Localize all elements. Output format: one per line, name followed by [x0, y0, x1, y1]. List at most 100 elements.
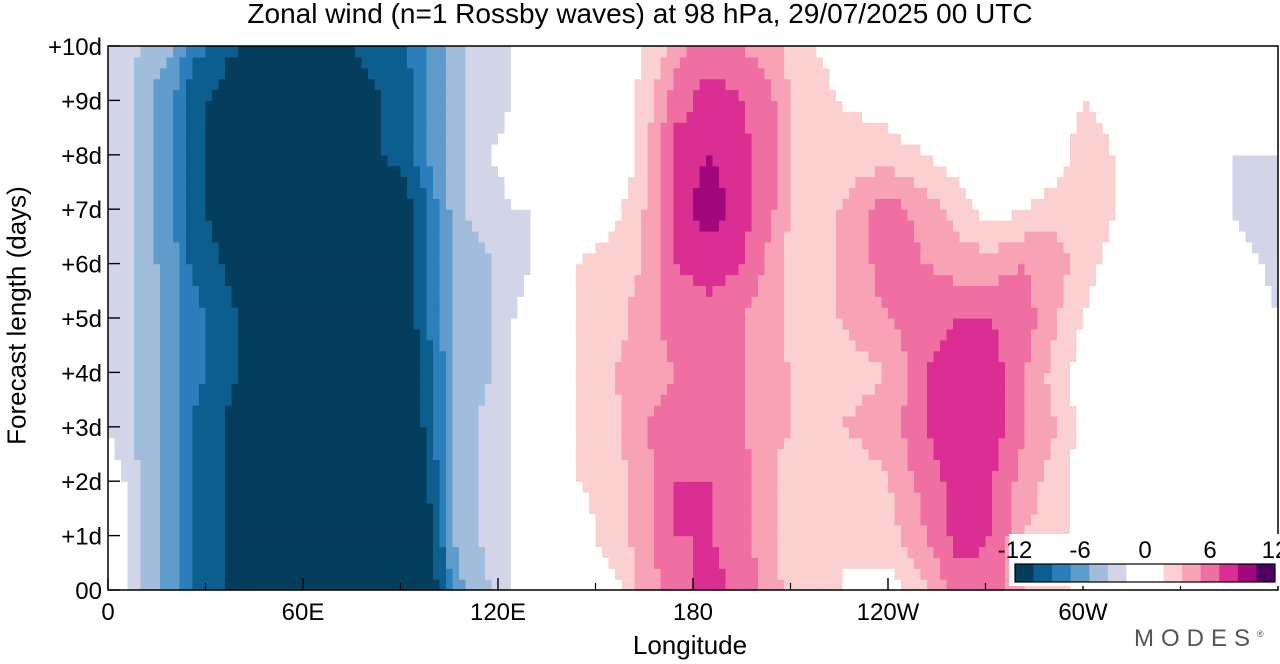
heatmap-cell [205, 383, 213, 395]
heatmap-cell [1174, 318, 1182, 330]
heatmap-cell [1252, 426, 1260, 439]
heatmap-cell [940, 579, 948, 591]
heatmap-cell [712, 285, 720, 297]
heatmap-cell [602, 415, 610, 428]
heatmap-cell [881, 579, 889, 591]
heatmap-cell [563, 307, 571, 319]
heatmap-cell [446, 513, 454, 526]
heatmap-cell [205, 524, 213, 537]
heatmap-cell [342, 524, 350, 537]
heatmap-cell [1057, 350, 1065, 363]
heatmap-cell [485, 296, 493, 308]
heatmap-cell [894, 524, 902, 537]
heatmap-cell [420, 437, 428, 450]
heatmap-cell [569, 426, 577, 439]
heatmap-cell [914, 535, 922, 548]
heatmap-cell [504, 285, 512, 297]
heatmap-cell [238, 459, 246, 471]
heatmap-cell [374, 579, 382, 591]
heatmap-cell [1141, 328, 1149, 341]
heatmap-cell [134, 557, 142, 569]
heatmap-cell [862, 513, 870, 526]
heatmap-cell [231, 470, 239, 482]
heatmap-cell [972, 383, 980, 395]
heatmap-cell [1148, 415, 1156, 428]
heatmap-cell [933, 448, 941, 461]
heatmap-cell [628, 285, 636, 297]
heatmap-cell [816, 535, 824, 548]
heatmap-cell [959, 339, 967, 352]
heatmap-cell [504, 415, 512, 428]
heatmap-cell [153, 296, 161, 308]
heatmap-cell [1252, 405, 1260, 417]
heatmap-cell [1161, 350, 1169, 363]
heatmap-cell [225, 557, 233, 569]
heatmap-cell [121, 535, 129, 548]
heatmap-cell [966, 383, 974, 395]
heatmap-cell [888, 448, 896, 461]
heatmap-cell [452, 328, 460, 341]
heatmap-cell [667, 361, 675, 373]
heatmap-cell [1102, 502, 1110, 515]
heatmap-cell [621, 415, 629, 428]
heatmap-cell [218, 437, 226, 450]
heatmap-cell [595, 481, 603, 493]
heatmap-cell [153, 557, 161, 569]
heatmap-cell [875, 437, 883, 450]
heatmap-cell [1128, 502, 1136, 515]
heatmap-cell [764, 437, 772, 450]
heatmap-cell [667, 307, 675, 319]
heatmap-cell [173, 481, 181, 493]
heatmap-cell [1018, 350, 1026, 363]
heatmap-cell [784, 470, 792, 482]
heatmap-cell [1037, 470, 1045, 482]
heatmap-cell [491, 535, 499, 548]
heatmap-cell [270, 481, 278, 493]
heatmap-cell [420, 557, 428, 569]
heatmap-cell [166, 296, 174, 308]
heatmap-cell [504, 579, 512, 591]
heatmap-cell [751, 296, 759, 308]
heatmap-cell [849, 502, 857, 515]
heatmap-cell [400, 568, 408, 580]
heatmap-cell [563, 535, 571, 548]
heatmap-cell [127, 296, 135, 308]
heatmap-cell [283, 307, 291, 319]
heatmap-cell [374, 339, 382, 352]
heatmap-cell [725, 481, 733, 493]
heatmap-cell [621, 535, 629, 548]
heatmap-cell [277, 437, 285, 450]
heatmap-cell [862, 426, 870, 439]
heatmap-cell [914, 524, 922, 537]
heatmap-cell [316, 318, 324, 330]
heatmap-cell [439, 513, 447, 526]
heatmap-cell [309, 426, 317, 439]
heatmap-cell [413, 535, 421, 548]
heatmap-cell [790, 394, 798, 406]
heatmap-cell [920, 361, 928, 373]
heatmap-cell [452, 285, 460, 297]
heatmap-cell [1037, 296, 1045, 308]
heatmap-cell [192, 394, 200, 406]
heatmap-cell [660, 405, 668, 417]
heatmap-cell [758, 459, 766, 471]
heatmap-cell [303, 307, 311, 319]
heatmap-cell [303, 437, 311, 450]
heatmap-cell [933, 372, 941, 384]
heatmap-cell [465, 513, 473, 526]
heatmap-cell [569, 470, 577, 482]
heatmap-cell [1141, 448, 1149, 461]
heatmap-cell [1070, 492, 1078, 504]
heatmap-cell [283, 546, 291, 558]
heatmap-cell [290, 502, 298, 515]
heatmap-cell [855, 459, 863, 471]
heatmap-cell [316, 513, 324, 526]
heatmap-cell [186, 481, 194, 493]
heatmap-cell [829, 296, 837, 308]
heatmap-cell [524, 546, 532, 558]
heatmap-cell [641, 459, 649, 471]
heatmap-cell [1219, 361, 1227, 373]
heatmap-cell [842, 296, 850, 308]
heatmap-cell [569, 481, 577, 493]
heatmap-cell [244, 318, 252, 330]
